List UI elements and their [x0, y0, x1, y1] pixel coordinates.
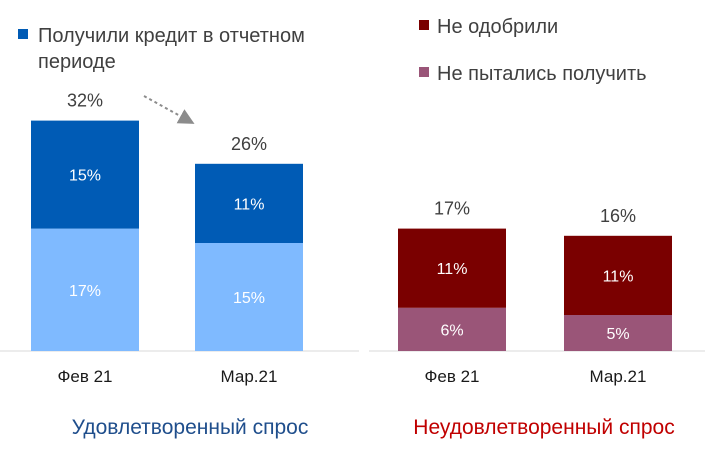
- bar-p0-s1-c1: [195, 163, 303, 243]
- bar-p1-s1-c0: [398, 228, 506, 308]
- bar-label-p1-s1-c1: 11%: [603, 268, 634, 285]
- bar-label-p0-s1-c1: 11%: [234, 196, 265, 213]
- group-title-unsatisfied: Неудовлетворенный спрос: [413, 416, 674, 439]
- bar-p0-s0-c1: [195, 243, 303, 351]
- trend-arrow: [143, 95, 195, 124]
- total-label-p1-c0: 17%: [434, 199, 470, 219]
- group-title-satisfied: Удовлетворенный спрос: [72, 416, 309, 439]
- legend-label-not-approved: Не одобрили: [437, 16, 558, 38]
- x-tick-p1-c0: Фев 21: [424, 367, 479, 386]
- total-label-p0-c0: 32%: [67, 91, 103, 111]
- total-label-p1-c1: 16%: [600, 206, 636, 226]
- bar-label-p0-s1-c0: 15%: [69, 168, 101, 185]
- x-tick-p0-c1: Мар.21: [221, 367, 278, 386]
- legend-label-not-tried: Не пытались получить: [437, 63, 647, 85]
- x-tick-p1-c1: Мар.21: [590, 367, 647, 386]
- bar-p1-s0-c1: [564, 315, 672, 351]
- bar-label-p1-s0-c0: 6%: [440, 322, 463, 339]
- chart-marks: 17% 15% 32% Фев 21 15% 11% 26% Мар.21 6% 11% 17% Фе…: [31, 91, 672, 386]
- legend-swatch-received: [18, 29, 28, 39]
- bar-label-p1-s1-c0: 11%: [437, 261, 468, 278]
- x-tick-p0-c0: Фев 21: [57, 367, 112, 386]
- total-label-p0-c1: 26%: [231, 134, 267, 154]
- bar-p1-s0-c0: [398, 307, 506, 351]
- legend-swatch-not-tried: [419, 67, 429, 77]
- legend-swatch-not-approved: [419, 20, 429, 30]
- bar-label-p0-s0-c0: 17%: [69, 283, 101, 300]
- bar-p0-s1-c0: [31, 120, 139, 229]
- legend-label-received-line1: Получили кредит в отчетном: [38, 25, 305, 47]
- legend-label-received-line2: периоде: [38, 51, 116, 73]
- bar-label-p0-s0-c1: 15%: [233, 290, 265, 307]
- bar-p1-s1-c1: [564, 235, 672, 315]
- bar-label-p1-s0-c1: 5%: [606, 326, 629, 343]
- bar-p0-s0-c0: [31, 228, 139, 351]
